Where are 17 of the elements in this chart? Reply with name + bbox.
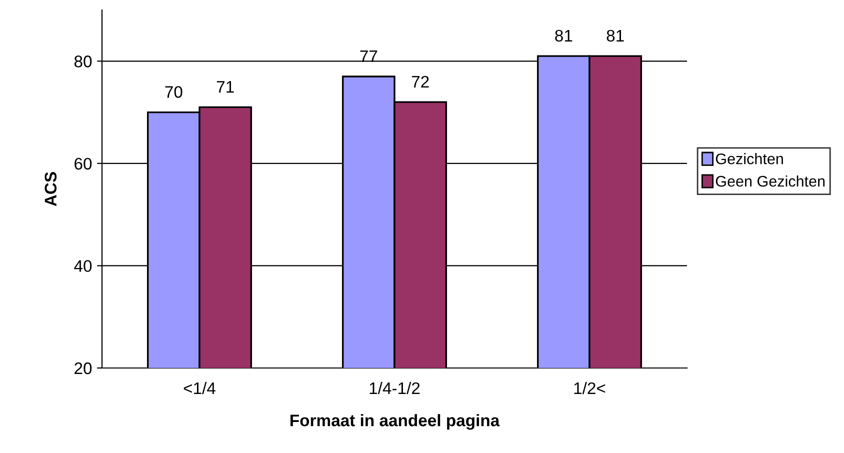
y-tick-label: 40 [74, 260, 92, 272]
y-tick-label: 80 [74, 56, 92, 68]
data-label: 70 [165, 86, 182, 98]
y-tick-label: 20 [74, 362, 92, 374]
data-label: 72 [412, 76, 429, 88]
y-tick-label: 60 [74, 158, 92, 170]
data-label: 71 [216, 81, 234, 93]
legend-label: Gezichten [716, 153, 783, 164]
data-label: 81 [555, 30, 572, 42]
data-label: 81 [606, 30, 624, 42]
y-axis-title: ACS [44, 172, 57, 206]
x-axis-title: Formaat in aandeel pagina [290, 414, 500, 430]
legend-label: Geen Gezichten [716, 175, 825, 187]
x-tick-label: 1/4-1/2 [370, 382, 420, 394]
x-tick-label: 1/2< [574, 382, 606, 394]
x-tick-label: <1/4 [184, 382, 216, 394]
data-label: 77 [360, 50, 378, 62]
